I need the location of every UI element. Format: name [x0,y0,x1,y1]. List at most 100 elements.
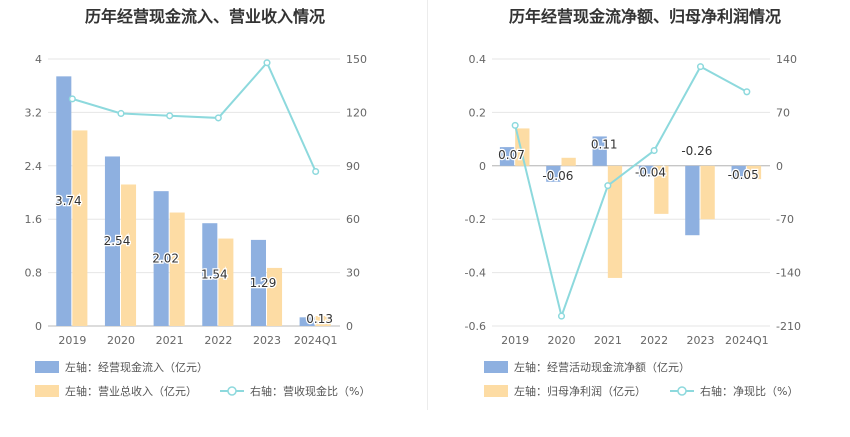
right-axis-tick-label: 70 [776,106,790,119]
x-axis-tick-label: 2021 [594,334,622,347]
left-axis-tick-label: 0 [35,320,42,333]
bar-data-label: 1.29 [250,276,277,290]
legend-swatch [35,385,59,397]
bar-secondary [561,157,576,166]
right-axis-tick-label: 0 [346,320,353,333]
ratio-line [514,65,748,320]
right-axis-tick-label: 90 [346,160,360,173]
legend-label: 右轴：净现比（%） [700,384,798,398]
right-axis-tick-label: -140 [776,267,801,280]
bar-primary [104,156,120,326]
bar-data-label: 0.11 [591,137,618,151]
right-axis-tick-label: -210 [776,320,801,333]
x-axis-tick-label: 2024Q1 [294,334,338,347]
ratio-point [263,59,271,67]
x-axis-tick-label: 2020 [107,334,135,347]
x-axis-tick-label: 2024Q1 [725,334,769,347]
bar-primary [56,76,72,326]
right-axis-tick-label: 120 [346,106,367,119]
bar-data-label: -0.05 [728,168,759,182]
chart-title: 历年经营现金流入、营业收入情况 [85,7,325,26]
x-axis-tick-label: 2023 [687,334,715,347]
cash-inflow-revenue-chart: 历年经营现金流入、营业收入情况 0 0 0.8 30 1.6 60 2.4 90 3.2 120 4 1… [25,7,371,398]
left-axis-tick-label: -0.4 [465,267,486,280]
x-axis-tick-label: 2021 [156,334,184,347]
legend-label: 左轴：经营活动现金流净额（亿元） [514,360,690,374]
bar-primary [685,165,700,236]
left-axis-tick-label: -0.6 [465,320,486,333]
panel-divider [427,0,428,410]
bar-primary [250,239,266,326]
right-axis-tick-label: 140 [776,53,797,66]
bar-data-label: -0.04 [635,165,666,179]
bar-data-label: 3.74 [55,194,82,208]
bar-data-label: 2.54 [104,234,131,248]
x-axis-tick-label: 2023 [253,334,281,347]
ratio-line [72,60,317,172]
bar-primary [202,223,218,326]
bar-data-label: 0.07 [498,148,525,162]
ratio-point [696,63,705,71]
left-axis-tick-label: 4 [35,53,42,66]
bar-data-label: -0.26 [681,144,712,158]
ratio-point [117,109,125,118]
ratio-point [166,112,174,120]
bar-primary [299,317,315,326]
ratio-point [511,121,519,129]
ratio-point [68,95,76,103]
left-axis-tick-label: 0.8 [25,267,43,280]
ratio-point [557,312,566,320]
bar-primary [731,165,746,180]
chart-title: 历年经营现金流净额、归母净利润情况 [509,7,781,26]
legend-line-marker [227,386,237,396]
bar-secondary [700,165,715,220]
bar-secondary [746,165,762,180]
left-axis-tick-label: 0 [479,160,486,173]
left-axis-tick-label: 3.2 [25,106,43,119]
bar-data-label: 0.13 [306,312,333,326]
left-axis-tick-label: 0.2 [469,106,487,119]
bar-primary [592,136,607,166]
legend-swatch [484,385,508,397]
legend-label: 左轴：经营现金流入（亿元） [65,360,208,374]
x-axis-tick-label: 2019 [501,334,529,347]
bar-data-label: 2.02 [152,252,179,266]
bar-secondary [218,238,234,326]
x-axis-tick-label: 2019 [58,334,86,347]
left-axis-tick-label: 2.4 [25,160,43,173]
ratio-point [743,88,751,96]
bar-secondary [315,315,331,326]
x-axis-tick-label: 2022 [204,334,232,347]
legend-label: 左轴：营业总收入（亿元） [65,384,197,398]
x-axis-tick-label: 2022 [640,334,668,347]
bar-data-label: -0.06 [542,169,573,183]
legend-swatch [35,361,59,373]
ratio-point [214,114,222,122]
bar-primary [499,147,515,166]
left-axis-tick-label: 1.6 [25,213,43,226]
bar-secondary [654,165,669,214]
left-axis-tick-label: -0.2 [465,213,486,226]
right-axis-tick-label: 60 [346,213,360,226]
left-axis-tick-label: 0.4 [469,53,487,66]
x-axis-tick-label: 2020 [548,334,576,347]
bar-secondary [169,212,185,326]
legend-swatch [484,361,508,373]
right-axis-tick-label: -70 [776,213,794,226]
bar-primary [546,165,561,182]
right-axis-tick-label: 150 [346,53,367,66]
bar-primary [638,165,654,177]
legend-label: 右轴：营收现金比（%） [250,384,370,398]
bar-primary [153,191,169,326]
bar-secondary [607,165,623,278]
bar-secondary [121,184,137,326]
bar-data-label: 1.54 [201,268,228,282]
right-axis-tick-label: 30 [346,267,360,280]
bar-secondary [72,130,88,326]
legend-line-marker [677,386,687,396]
ratio-point [312,167,320,176]
legend-label: 左轴：归母净利润（亿元） [514,384,646,398]
bar-secondary [267,267,283,326]
ratio-point [650,146,658,155]
